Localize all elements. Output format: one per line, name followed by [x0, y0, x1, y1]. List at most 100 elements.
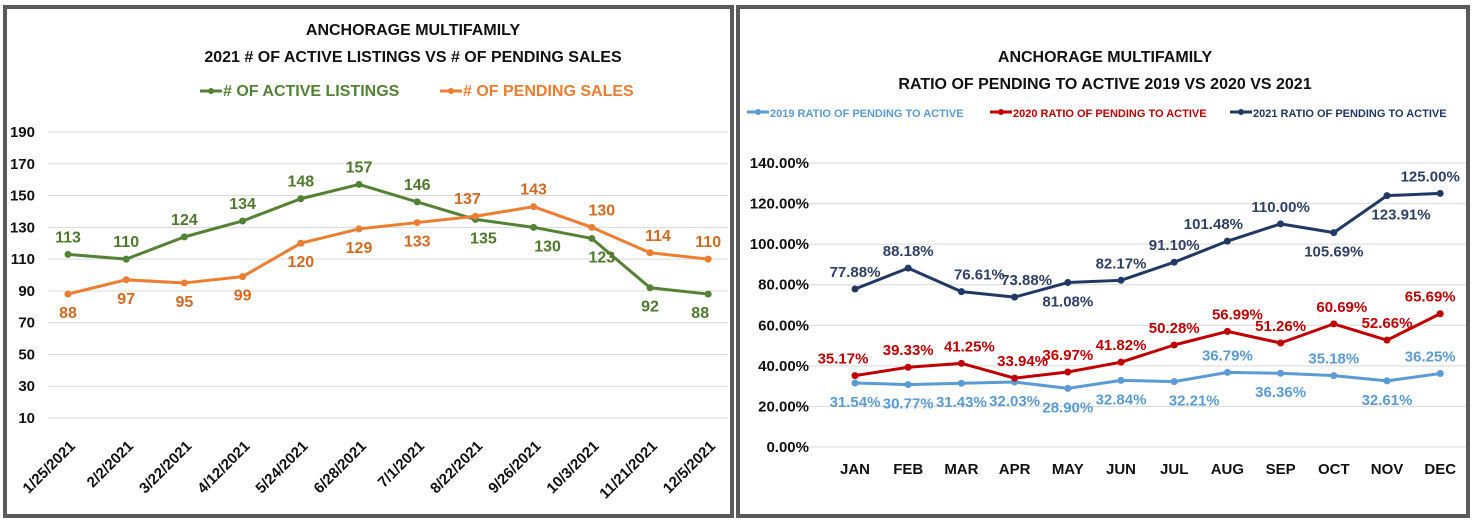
- data-point: [957, 379, 965, 387]
- data-point: [851, 285, 859, 293]
- data-point: [1170, 341, 1178, 349]
- legend-label: 2019 RATIO OF PENDING TO ACTIVE: [770, 108, 964, 120]
- data-point: [957, 288, 965, 296]
- data-point: [704, 290, 712, 298]
- data-label: 36.97%: [1042, 347, 1093, 364]
- series-line-1: [67, 205, 709, 296]
- x-tick-label: MAY: [1052, 461, 1084, 478]
- data-label: 125.00%: [1401, 168, 1460, 185]
- data-point: [904, 381, 912, 389]
- legend-marker-1: [998, 109, 1004, 115]
- data-point: [239, 217, 247, 225]
- y-tick-label: 130: [10, 219, 35, 236]
- data-label: 31.43%: [936, 394, 987, 411]
- data-label: 95: [176, 294, 194, 311]
- x-tick-label: 5/24/2021: [252, 438, 311, 497]
- x-tick-label: MAR: [944, 461, 978, 478]
- data-label: 30.77%: [883, 396, 934, 413]
- data-point: [1436, 369, 1444, 377]
- data-label: 76.61%: [954, 267, 1005, 284]
- data-label: 77.88%: [830, 264, 881, 281]
- data-label: 88: [59, 305, 77, 322]
- data-label: 81.08%: [1042, 294, 1093, 311]
- data-point: [1277, 339, 1285, 347]
- data-label: 113: [55, 229, 81, 246]
- data-point: [1330, 229, 1338, 237]
- chart-subtitle: 2021 # OF ACTIVE LISTINGS VS # OF PENDIN…: [204, 49, 622, 66]
- data-point: [1436, 310, 1444, 318]
- data-label: 91.10%: [1149, 237, 1200, 254]
- data-label: 110.00%: [1251, 199, 1309, 216]
- y-tick-label: 80.00%: [758, 277, 809, 294]
- data-label: 32.84%: [1096, 391, 1147, 408]
- data-label: 105.69%: [1304, 244, 1363, 261]
- data-label: 114: [645, 228, 671, 245]
- data-point: [64, 290, 72, 298]
- chart-subtitle: RATIO OF PENDING TO ACTIVE 2019 VS 2020 …: [898, 76, 1311, 93]
- x-tick-label: 11/21/2021: [596, 438, 661, 503]
- data-point: [1223, 237, 1231, 245]
- data-point: [904, 264, 912, 272]
- y-tick-label: 10: [18, 410, 35, 427]
- data-point: [180, 233, 188, 241]
- data-point: [355, 225, 363, 233]
- data-label: 31.54%: [830, 394, 881, 411]
- data-label: 157: [346, 159, 373, 176]
- data-label: 143: [520, 182, 547, 199]
- y-tick-label: 150: [10, 188, 35, 205]
- data-point: [1117, 376, 1125, 384]
- y-tick-label: 60.00%: [758, 317, 809, 334]
- data-label: 32.03%: [989, 393, 1040, 410]
- data-label: 39.33%: [883, 342, 934, 359]
- data-label: 33.94%: [997, 353, 1048, 370]
- x-tick-label: FEB: [893, 461, 923, 478]
- x-tick-label: 12/5/2021: [660, 438, 719, 497]
- data-label: 101.48%: [1184, 216, 1243, 233]
- x-tick-label: OCT: [1318, 461, 1350, 478]
- data-point: [1330, 372, 1338, 380]
- data-point: [1383, 192, 1391, 200]
- data-label: 73.88%: [1001, 272, 1052, 289]
- data-label: 88.18%: [883, 243, 934, 260]
- data-point: [1277, 369, 1285, 377]
- data-label: 36.25%: [1405, 348, 1456, 365]
- data-point: [957, 359, 965, 367]
- data-label: 146: [404, 177, 431, 194]
- data-point: [1383, 377, 1391, 385]
- data-label: 32.61%: [1362, 392, 1413, 409]
- legend-label: 2021 RATIO OF PENDING TO ACTIVE: [1253, 108, 1447, 120]
- data-label: 134: [229, 196, 256, 213]
- y-tick-label: 90: [18, 283, 35, 300]
- legend-marker-2: [1238, 109, 1244, 115]
- x-tick-label: 3/22/2021: [136, 438, 195, 497]
- data-point: [588, 234, 596, 242]
- data-point: [530, 203, 538, 211]
- y-tick-label: 70: [18, 315, 35, 332]
- data-point: [1223, 368, 1231, 376]
- data-point: [122, 255, 130, 263]
- data-point: [851, 372, 859, 380]
- data-point: [413, 198, 421, 206]
- legend-label: # OF ACTIVE LISTINGS: [223, 83, 400, 100]
- data-point: [413, 219, 421, 227]
- x-tick-label: 4/12/2021: [194, 438, 253, 497]
- y-tick-label: 190: [10, 124, 35, 141]
- chart-title: ANCHORAGE MULTIFAMILY: [998, 49, 1213, 66]
- data-label: 88: [691, 305, 709, 322]
- data-point: [646, 284, 654, 292]
- y-tick-label: 120.00%: [750, 196, 809, 213]
- x-tick-label: SEP: [1266, 461, 1296, 478]
- data-point: [1011, 293, 1019, 301]
- data-point: [239, 273, 247, 281]
- data-point: [297, 239, 305, 247]
- data-label: 65.69%: [1405, 289, 1456, 306]
- data-point: [1277, 220, 1285, 228]
- x-tick-label: JUL: [1160, 461, 1188, 478]
- data-label: 97: [117, 291, 135, 308]
- data-point: [1223, 327, 1231, 335]
- x-tick-label: 2/2/2021: [84, 438, 137, 491]
- data-point: [355, 180, 363, 188]
- x-tick-label: APR: [999, 461, 1031, 478]
- x-tick-label: 7/1/2021: [375, 438, 428, 491]
- y-tick-label: 30: [18, 378, 35, 395]
